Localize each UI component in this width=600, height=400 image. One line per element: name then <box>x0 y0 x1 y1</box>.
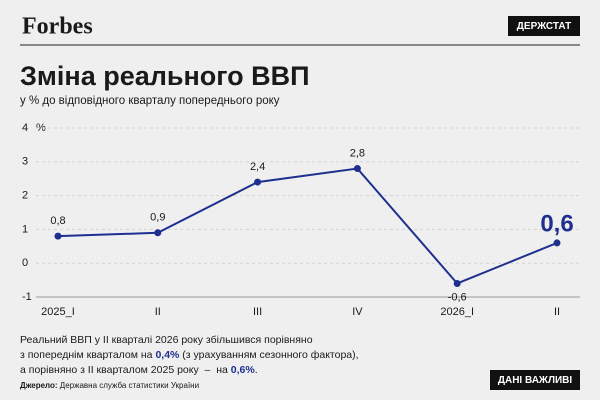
note: Реальний ВВП у ІІ кварталі 2026 року збі… <box>20 334 359 376</box>
value-label: 0,6 <box>540 210 573 237</box>
badge: ДЕРЖСТАТ <box>517 21 571 32</box>
y-tick-label: -1 <box>22 291 32 303</box>
footer-badge: ДАНІ ВАЖЛИВІ <box>498 375 573 386</box>
note-text: а порівняно з ІІ кварталом 2025 року – н… <box>20 364 231 376</box>
footer-badge-bg <box>490 370 580 390</box>
note-line: а порівняно з ІІ кварталом 2025 року – н… <box>20 364 258 376</box>
point <box>254 178 262 186</box>
point <box>54 232 62 240</box>
source-text: Державна служба статистики України <box>58 381 199 390</box>
logo: Forbes <box>22 14 93 40</box>
note-line: Реальний ВВП у ІІ кварталі 2026 року збі… <box>20 334 313 346</box>
value-label: 2,4 <box>250 161 265 173</box>
point <box>154 229 162 237</box>
y-tick-label: 3 <box>22 156 28 168</box>
x-tick-label: 2025_I <box>41 306 75 318</box>
point <box>553 239 561 247</box>
badge-bg <box>508 16 580 36</box>
note-text: з попереднім кварталом на <box>20 349 155 361</box>
point <box>353 165 361 173</box>
value-label: 0,8 <box>50 215 65 227</box>
value-label: 2,8 <box>350 147 365 159</box>
x-tick-label: II <box>155 306 161 318</box>
note-line: з попереднім кварталом на 0,4% (з урахув… <box>20 349 359 361</box>
value-label: -0,6 <box>448 291 467 303</box>
note-text: (з урахуванням сезонного фактора), <box>179 349 358 361</box>
note-text: . <box>255 364 258 376</box>
x-tick-label: III <box>253 306 262 318</box>
chart-title: Зміна реального ВВП <box>20 61 310 91</box>
note-highlight: 0,4% <box>155 349 180 361</box>
y-unit: % <box>36 122 46 134</box>
note-text: Реальний ВВП у ІІ кварталі 2026 року збі… <box>20 334 313 346</box>
x-tick-label: IV <box>352 306 363 318</box>
y-tick-label: 2 <box>22 190 28 202</box>
y-tick-label: 4 <box>22 122 28 134</box>
y-tick-label: 1 <box>22 223 28 235</box>
note-highlight: 0,6% <box>231 364 256 376</box>
y-tick-label: 0 <box>22 257 28 269</box>
value-label: 0,9 <box>150 212 165 224</box>
point <box>453 279 461 287</box>
x-tick-label: 2026_I <box>440 306 474 318</box>
source: Джерело: Державна служба статистики Укра… <box>20 381 199 390</box>
line <box>57 167 558 285</box>
x-tick-label: II <box>554 306 560 318</box>
source-label: Джерело: <box>20 381 58 390</box>
chart-subtitle: у % до відповідного кварталу попередньог… <box>20 95 280 107</box>
